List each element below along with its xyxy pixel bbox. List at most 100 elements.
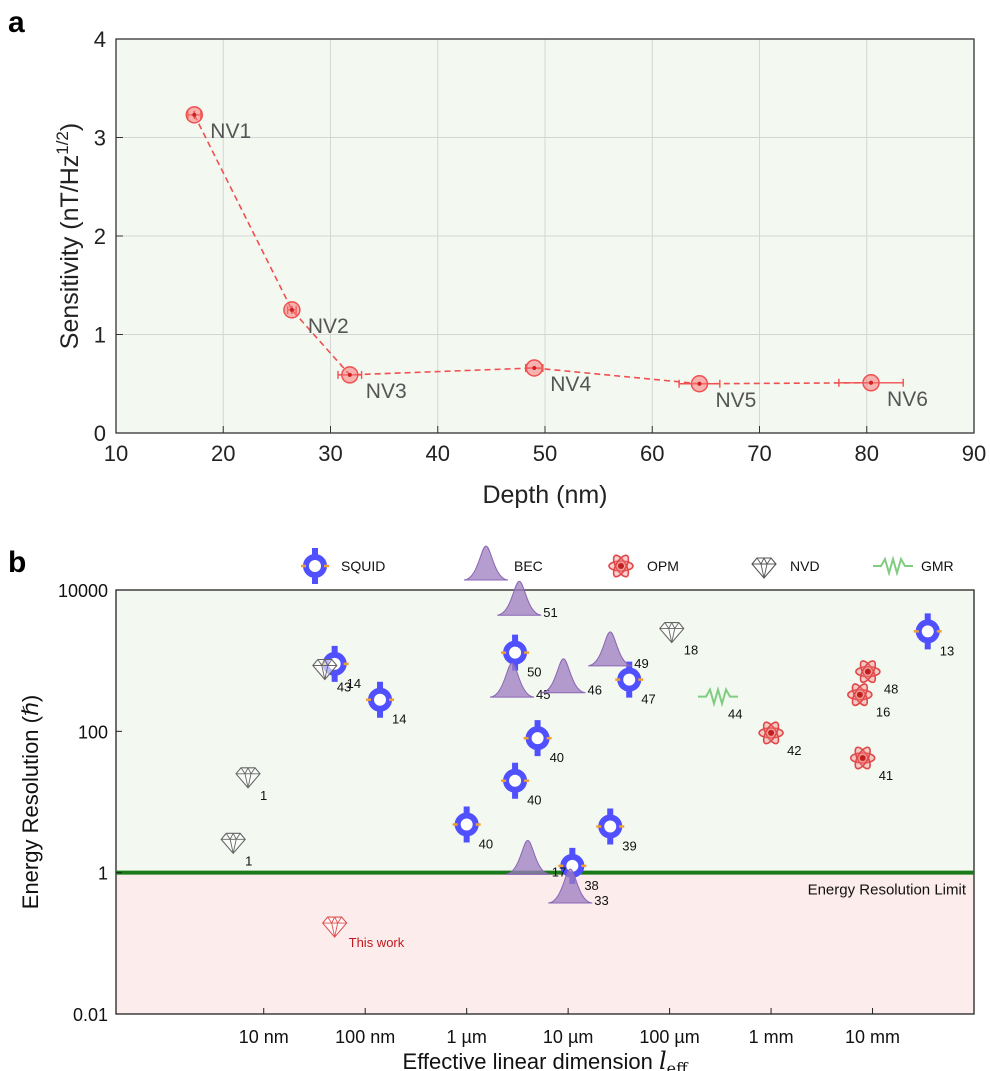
data-point-bec: 46 — [541, 658, 602, 698]
data-point-this: This work — [321, 916, 405, 950]
squid-ring — [598, 814, 623, 839]
gmr-zigzag — [698, 685, 739, 708]
x-axis-title-math: l — [659, 1047, 667, 1071]
data-point-center — [697, 381, 702, 386]
y-axis-title: Energy Resolution (ℏ) — [18, 695, 43, 909]
data-point-nvd: 1 — [235, 767, 267, 803]
x-tick-label: 10 µm — [543, 1027, 593, 1047]
ref-label: 1 — [260, 788, 267, 803]
x-tick-label: 100 nm — [335, 1027, 395, 1047]
ref-label: 40 — [527, 793, 541, 808]
point-label: NV5 — [715, 389, 756, 412]
squid-ring — [617, 667, 642, 692]
ref-label: 42 — [787, 743, 801, 758]
data-point-opm: 16 — [847, 683, 890, 720]
ref-label: 39 — [622, 839, 636, 854]
point-label: NV1 — [210, 120, 251, 143]
legend-label: OPM — [647, 558, 679, 574]
panel-label-b: b — [8, 546, 26, 579]
atom-nucleus — [864, 668, 871, 675]
ref-label: 38 — [584, 878, 598, 893]
x-tick-label: 90 — [962, 441, 986, 466]
bec-peak — [463, 545, 509, 581]
legend-label: NVD — [790, 558, 820, 574]
diamond-outline — [659, 621, 685, 644]
y-tick-label: 0.01 — [73, 1005, 108, 1025]
ref-label: 43 — [337, 679, 351, 694]
squid-ring — [368, 687, 393, 712]
y-tick-label: 0 — [94, 421, 106, 446]
ref-label: 49 — [634, 656, 648, 671]
gmr-zigzag — [873, 555, 913, 577]
diamond-outline — [751, 557, 777, 579]
diamond-facets — [322, 916, 347, 938]
bec-peak — [541, 658, 586, 694]
data-point-center — [869, 380, 874, 385]
data-point-opm: 48 — [855, 660, 898, 697]
atom-nucleus — [856, 691, 863, 698]
atom-nucleus — [768, 729, 775, 736]
data-point-opm: 41 — [849, 746, 893, 783]
legend-item-squid: SQUID — [301, 548, 385, 584]
data-point-squid: 13 — [913, 613, 954, 658]
x-axis-title-sub: eff — [667, 1059, 689, 1071]
ref-label: 17 — [552, 864, 566, 879]
y-axis-title-main: Sensitivity (nT/Hz — [56, 155, 84, 349]
ref-label: 18 — [684, 643, 698, 658]
legend-item-bec: BEC — [463, 545, 543, 581]
y-tick-label: 1 — [94, 323, 106, 348]
data-point-nvd: 1 — [220, 832, 252, 868]
x-tick-label: 1 mm — [749, 1027, 794, 1047]
point-label: NV2 — [308, 315, 349, 338]
squid-ring — [525, 726, 550, 751]
ref-label: 41 — [879, 768, 893, 783]
data-point-center — [192, 112, 197, 117]
y-tick-label: 10000 — [58, 581, 108, 601]
x-tick-label: 10 — [104, 441, 128, 466]
ref-label: 44 — [728, 707, 742, 722]
x-axis-title: Effective linear dimension leff — [403, 1047, 690, 1071]
ref-label: 46 — [587, 683, 601, 698]
y-tick-label: 2 — [94, 224, 106, 249]
squid-ring — [303, 554, 327, 578]
ref-label: 40 — [550, 750, 564, 765]
x-tick-label: 50 — [533, 441, 557, 466]
ref-label: 33 — [594, 893, 608, 908]
ref-label: 13 — [940, 643, 954, 658]
data-point-squid: 40 — [452, 806, 493, 852]
data-point-center — [289, 307, 294, 312]
diamond-outline — [312, 658, 338, 681]
legend-item-nvd: NVD — [751, 557, 820, 579]
point-label: NV3 — [366, 380, 407, 403]
atom-nucleus — [859, 754, 866, 761]
ref-label: 40 — [479, 837, 493, 852]
this-work-label: This work — [349, 935, 405, 950]
chart-a: 10 20 30 40 50 60 70 80 90 0 1 2 3 4 Depth (nm) Sensiti… — [53, 27, 986, 509]
x-tick-label: 30 — [318, 441, 342, 466]
diamond-outline — [235, 767, 261, 789]
y-axis-title-close: ) — [56, 123, 84, 131]
x-tick-label: 10 nm — [239, 1027, 289, 1047]
ref-label: 51 — [543, 605, 557, 620]
legend-label: GMR — [921, 558, 954, 574]
data-point-opm: 42 — [758, 721, 802, 758]
series-line-a — [193, 114, 872, 385]
x-tick-label: 1 µm — [446, 1027, 486, 1047]
data-point-bec: 49 — [588, 631, 649, 671]
ref-label: 16 — [876, 705, 890, 720]
data-point-nvd: 43 — [312, 658, 351, 694]
point-label: NV4 — [550, 373, 591, 396]
y-tick-label: 4 — [94, 27, 106, 52]
squid-ring — [454, 812, 479, 837]
x-tick-label: 80 — [855, 441, 879, 466]
x-axis-title: Depth (nm) — [482, 481, 607, 509]
ref-label: 14 — [347, 676, 361, 691]
data-point-squid: 39 — [596, 808, 637, 854]
plot-frame-b — [115, 589, 975, 1015]
x-tick-label: 70 — [747, 441, 771, 466]
diamond-outline — [220, 832, 246, 855]
diamond-facets — [752, 557, 776, 579]
